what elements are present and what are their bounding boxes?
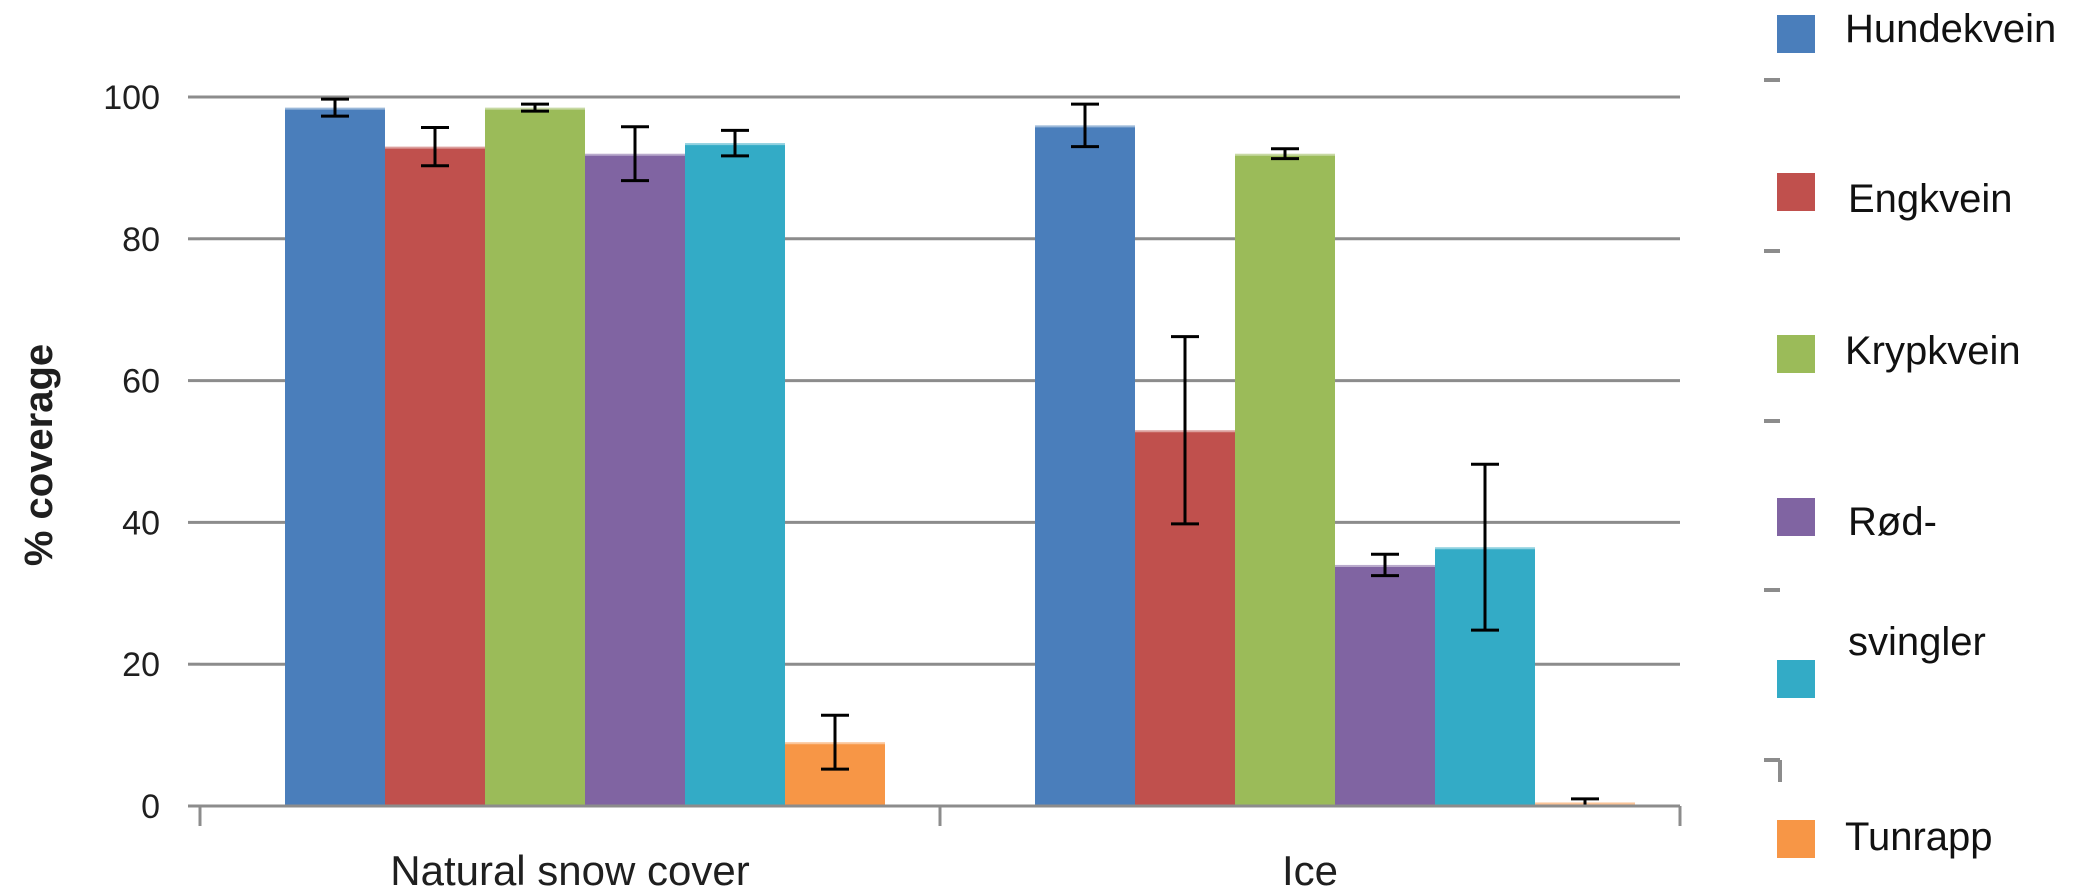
legend: Hundekvein Engkvein Krypkvein Rød-svingler T… [1764, 7, 2056, 859]
bar [1335, 564, 1435, 806]
legend-swatch [1777, 15, 1815, 53]
y-tick-label: 0 [141, 788, 160, 826]
y-tick-label: 60 [122, 363, 160, 401]
legend-label: Hundekvein [1845, 7, 2056, 51]
legend-label: Engkvein [1848, 177, 2013, 221]
legend-swatch [1777, 660, 1815, 698]
x-category-label: Ice [1282, 847, 1338, 893]
bars [285, 105, 1635, 807]
y-axis-ticks: 0 20 40 60 80 100 [103, 79, 200, 826]
bar [685, 143, 785, 806]
y-tick-label: 100 [103, 79, 160, 117]
legend-swatch [1777, 173, 1815, 211]
bar [485, 107, 585, 806]
y-tick-label: 20 [122, 646, 160, 684]
legend-swatch [1777, 335, 1815, 373]
bar [285, 107, 385, 806]
legend-label: Krypkvein [1845, 329, 2021, 373]
y-axis-label: % coverage [17, 344, 61, 566]
bar [585, 153, 685, 807]
axes [198, 804, 1682, 826]
x-category-label: Natural snow cover [390, 847, 749, 893]
bar [1035, 125, 1135, 807]
bar [1235, 153, 1335, 807]
x-axis-categories: Natural snow cover Ice [390, 847, 1338, 893]
legend-label: Rød- [1848, 500, 1937, 544]
y-tick-label: 80 [122, 221, 160, 259]
error-bars [321, 97, 1599, 808]
bar [385, 146, 485, 806]
legend-swatch [1777, 820, 1815, 858]
legend-label: svingler [1848, 620, 1986, 664]
y-tick-label: 40 [122, 504, 160, 542]
legend-swatch [1777, 498, 1815, 536]
legend-label: Tunrapp [1845, 815, 1993, 859]
